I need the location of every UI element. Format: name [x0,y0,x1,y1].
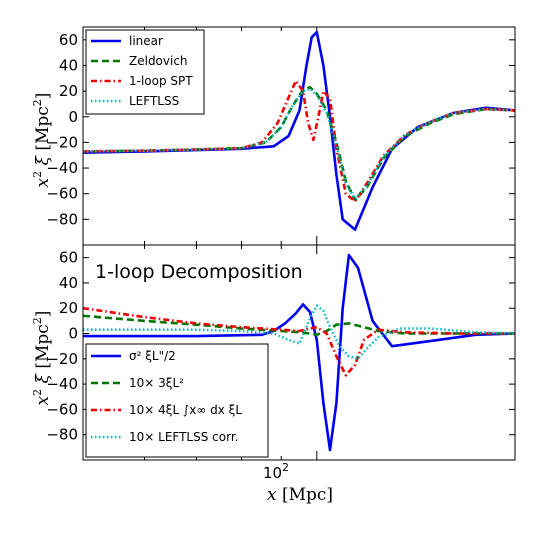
bottom-y-tick-label: −80 [46,426,78,444]
top-legend-label-3: LEFTLSS [129,94,179,108]
bottom-y-tick-label: −40 [46,375,78,393]
decomposition-annotation: 1-loop Decomposition [95,261,303,283]
top-y-tick-label: −80 [46,210,78,228]
top-legend-label-2: 1-loop SPT [129,74,193,88]
bottom-y-tick-label: 60 [59,249,78,267]
top-legend-box [85,29,205,115]
bottom-y-tick-label: 0 [68,325,78,343]
top-y-ticks: 60 40 20 0 −20 −40 −60 −80 [46,27,515,245]
top-y-tick-label: 60 [59,31,78,49]
top-legend-label-0: linear [129,34,163,48]
bottom-series-lines [83,253,515,452]
bottom-y-ticks: 60 40 20 0 −20 −40 −60 −80 [46,245,515,460]
bottom-legend-label-3: 10× LEFTLSS corr. [129,430,238,444]
bottom-y-tick-label: 20 [59,299,78,317]
bottom-legend-label-1: 10× 3ξL² [129,376,184,390]
bottom-plot-frame [82,244,516,461]
top-panel: 60 40 20 0 −20 −40 −60 −80 linear Zeldovich 1-loo… [31,26,516,246]
top-legend-label-1: Zeldovich [129,54,188,68]
bottom-legend-label-2: 10× 4ξL ∫x∞ dx ξL [129,403,242,417]
top-y-tick-label: 20 [59,82,78,100]
top-y-tick-label: 40 [59,56,78,74]
x-axis-label: x [Mpc] [267,485,333,505]
top-series-lines [83,30,515,231]
bottom-y-tick-label: −60 [46,400,78,418]
bottom-legend: σ² ξL"/2 10× 3ξL² 10× 4ξL ∫x∞ dx ξL 10× LEF… [85,343,269,458]
top-y-tick-label: −20 [46,133,78,151]
top-y-tick-label: −40 [46,159,78,177]
bottom-series-line-3 [83,304,515,361]
bottom-panel: 60 40 20 0 −20 −40 −60 −80 1-loop Decomposition… [31,244,516,505]
bottom-y-tick-label: −20 [46,350,78,368]
bottom-y-axis-label: x2 ξ [Mpc2] [31,311,53,406]
bottom-y-tick-label: 40 [59,274,78,292]
x-tick-label-100: 102 [263,461,289,482]
bottom-legend-label-0: σ² ξL"/2 [129,349,176,363]
top-y-tick-label: 0 [68,108,78,126]
top-legend: linear Zeldovich 1-loop SPT LEFTLSS [85,29,205,115]
bottom-series-line-2 [83,306,515,377]
top-series-line-3 [83,87,515,201]
top-y-axis-label: x2 ξ [Mpc2] [31,93,53,188]
top-y-tick-label: −60 [46,185,78,203]
